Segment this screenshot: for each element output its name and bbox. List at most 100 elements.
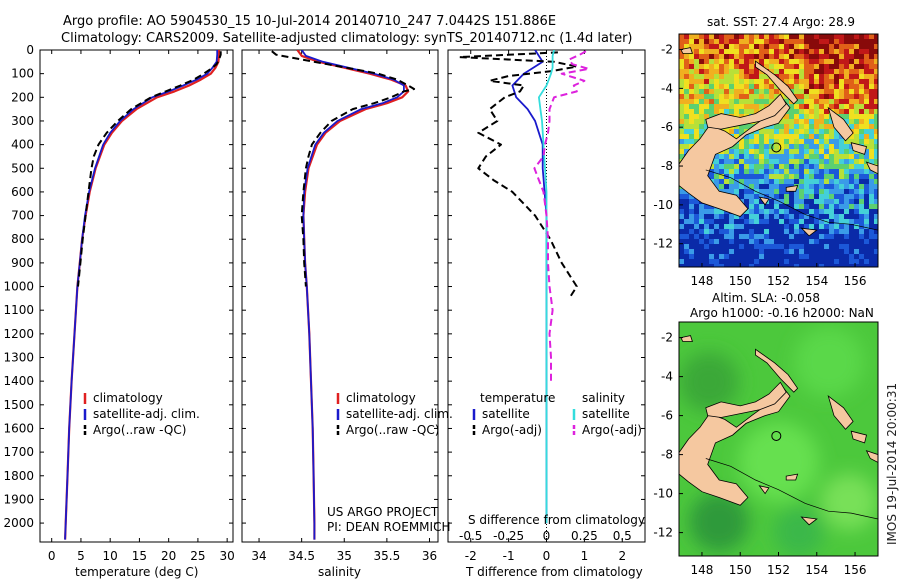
sst-cell bbox=[679, 99, 684, 104]
sst-cell bbox=[874, 224, 878, 229]
sst-cell bbox=[694, 59, 699, 64]
sst-cell bbox=[799, 84, 804, 89]
sst-cell bbox=[759, 59, 764, 64]
sst-cell bbox=[684, 44, 689, 49]
sst-cell bbox=[724, 159, 729, 164]
sst-cell bbox=[839, 159, 844, 164]
depth-tick-label: 500 bbox=[11, 161, 34, 175]
sst-cell bbox=[734, 129, 739, 134]
sst-cell bbox=[719, 179, 724, 184]
sst-cell bbox=[694, 209, 699, 214]
sst-cell bbox=[729, 189, 734, 194]
sst-cell bbox=[829, 209, 834, 214]
sst-cell bbox=[799, 179, 804, 184]
sst-cell bbox=[744, 169, 749, 174]
sst-cell bbox=[869, 114, 874, 119]
depth-tick-label: 1700 bbox=[3, 445, 34, 459]
sst-cell bbox=[789, 64, 794, 69]
sst-cell bbox=[764, 229, 769, 234]
sst-cell bbox=[874, 209, 878, 214]
sst-cell bbox=[769, 194, 774, 199]
sst-cell bbox=[844, 34, 849, 39]
sst-cell bbox=[814, 214, 819, 219]
sst-cell bbox=[869, 199, 874, 204]
sst-cell bbox=[724, 129, 729, 134]
land-polygon bbox=[758, 196, 770, 206]
sst-cell bbox=[714, 169, 719, 174]
sst-cell bbox=[684, 199, 689, 204]
sst-cell bbox=[739, 254, 744, 259]
sst-cell bbox=[819, 184, 824, 189]
sst-cell bbox=[809, 179, 814, 184]
sst-cell bbox=[744, 104, 749, 109]
sst-cell bbox=[839, 54, 844, 59]
sst-cell bbox=[724, 149, 729, 154]
sst-cell bbox=[839, 169, 844, 174]
sst-cell bbox=[754, 74, 759, 79]
sst-cell bbox=[834, 184, 839, 189]
sst-cell bbox=[724, 229, 729, 234]
depth-tick-label: 1200 bbox=[3, 327, 34, 341]
sst-cell bbox=[794, 239, 799, 244]
sst-cell bbox=[819, 99, 824, 104]
sst-cell bbox=[809, 74, 814, 79]
sst-cell bbox=[789, 114, 794, 119]
sst-cell bbox=[684, 54, 689, 59]
sst-cell bbox=[704, 114, 709, 119]
sst-cell bbox=[784, 99, 789, 104]
sst-cell bbox=[739, 234, 744, 239]
sst-cell bbox=[694, 104, 699, 109]
sst-cell bbox=[869, 224, 874, 229]
sst-cell bbox=[774, 164, 779, 169]
sst-cell bbox=[834, 154, 839, 159]
sst-cell bbox=[759, 139, 764, 144]
sst-cell bbox=[779, 59, 784, 64]
sst-cell bbox=[744, 89, 749, 94]
sst-cell bbox=[804, 129, 809, 134]
sst-cell bbox=[739, 84, 744, 89]
sst-cell bbox=[699, 249, 704, 254]
sst-cell bbox=[759, 54, 764, 59]
sst-cell bbox=[859, 59, 864, 64]
sst-cell bbox=[774, 214, 779, 219]
sst-cell bbox=[704, 254, 709, 259]
sst-cell bbox=[759, 229, 764, 234]
sst-cell bbox=[814, 144, 819, 149]
sst-cell bbox=[819, 259, 824, 264]
sst-cell bbox=[704, 239, 709, 244]
sst-cell bbox=[734, 89, 739, 94]
sst-cell bbox=[684, 209, 689, 214]
sst-cell bbox=[724, 109, 729, 114]
sst-cell bbox=[814, 164, 819, 169]
sst-cell bbox=[734, 244, 739, 249]
sst-cell bbox=[694, 94, 699, 99]
sst-cell bbox=[719, 104, 724, 109]
sst-cell bbox=[739, 139, 744, 144]
sst-cell bbox=[679, 119, 684, 124]
sst-cell bbox=[689, 144, 694, 149]
sst-cell bbox=[719, 89, 724, 94]
sst-cell bbox=[729, 214, 734, 219]
sst-cell bbox=[809, 259, 814, 264]
sst-cell bbox=[829, 54, 834, 59]
sst-cell bbox=[699, 79, 704, 84]
sst-cell bbox=[844, 189, 849, 194]
sst-cell bbox=[719, 39, 724, 44]
sst-cell bbox=[804, 234, 809, 239]
sst-cell bbox=[839, 84, 844, 89]
sst-cell bbox=[754, 149, 759, 154]
sst-cell bbox=[679, 224, 684, 229]
sst-cell bbox=[729, 129, 734, 134]
sst-cell bbox=[764, 194, 769, 199]
sst-cell bbox=[714, 209, 719, 214]
sst-cell bbox=[719, 49, 724, 54]
sst-cell bbox=[754, 94, 759, 99]
sst-cell bbox=[834, 214, 839, 219]
sst-cell bbox=[844, 49, 849, 54]
sst-cell bbox=[739, 54, 744, 59]
sst-cell bbox=[834, 49, 839, 54]
sst-cell bbox=[724, 94, 729, 99]
sst-cell bbox=[694, 39, 699, 44]
sst-cell bbox=[844, 219, 849, 224]
x-tick-label: 34 bbox=[251, 549, 266, 563]
